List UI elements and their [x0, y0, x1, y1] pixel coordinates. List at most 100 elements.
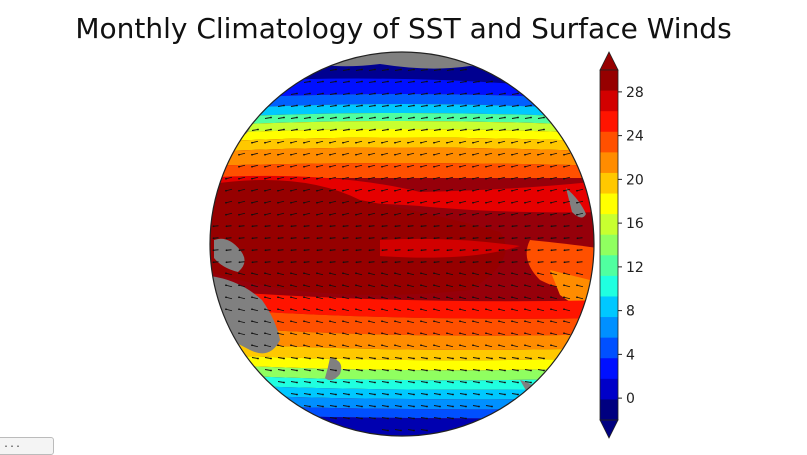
wind-vector: [537, 369, 545, 371]
wind-vector: [485, 320, 493, 324]
wind-vector-head: [446, 189, 448, 192]
wind-vector: [225, 176, 233, 180]
wind-vector-head: [511, 189, 513, 192]
wind-vector-head: [420, 320, 422, 323]
wind-vector-head: [446, 332, 448, 335]
wind-vector: [277, 140, 285, 144]
wind-vector-head: [368, 153, 370, 156]
wind-vector-head: [316, 296, 318, 299]
wind-vector: [433, 284, 441, 288]
wind-vector: [303, 296, 311, 300]
wind-vector: [472, 344, 480, 348]
wind-vector: [563, 188, 571, 192]
wind-vector: [251, 308, 259, 312]
wind-vector: [381, 320, 389, 324]
wind-vector: [420, 405, 428, 407]
wind-vector: [290, 93, 298, 95]
wind-vector: [303, 369, 311, 371]
wind-vector: [303, 200, 311, 204]
wind-vector-head: [511, 249, 514, 252]
wind-vector: [537, 284, 545, 288]
wind-vector-head: [524, 272, 526, 275]
corner-button[interactable]: ...: [0, 437, 54, 455]
wind-vector: [381, 296, 389, 300]
wind-vector-head: [212, 237, 215, 240]
wind-vector-head: [452, 357, 454, 360]
colorbar-tick-label: 0: [626, 391, 635, 407]
wind-vector-head: [264, 261, 267, 264]
wind-vector-head: [322, 92, 324, 95]
wind-vector: [511, 308, 519, 312]
wind-vector-head: [303, 213, 305, 216]
wind-vector-head: [472, 141, 474, 144]
wind-vector: [251, 357, 259, 359]
wind-vector-head: [368, 332, 370, 335]
wind-vector: [498, 188, 506, 192]
wind-vector-head: [303, 249, 306, 252]
wind-vector-head: [329, 165, 331, 168]
wind-vector-head: [264, 225, 267, 228]
wind-vector-head: [277, 225, 280, 228]
wind-vector: [342, 129, 350, 131]
wind-vector-head: [491, 357, 493, 360]
wind-vector-head: [264, 165, 266, 168]
wind-vector-head: [511, 308, 513, 311]
wind-vector: [303, 393, 311, 395]
wind-vector-head: [485, 225, 488, 228]
wind-vector: [472, 93, 480, 95]
wind-vector-head: [342, 177, 344, 180]
wind-vector-head: [251, 213, 253, 216]
wind-vector-head: [426, 92, 428, 95]
wind-vector-head: [504, 381, 506, 384]
wind-vector-head: [329, 296, 331, 299]
wind-vector-head: [550, 225, 553, 228]
wind-vector-head: [498, 141, 500, 144]
wind-vector-head: [413, 393, 415, 396]
wind-vector-head: [309, 381, 311, 384]
wind-vector: [225, 308, 233, 312]
wind-vector-head: [387, 357, 389, 360]
wind-vector-head: [342, 332, 344, 335]
wind-vector-head: [290, 165, 292, 168]
wind-vector-head: [355, 332, 357, 335]
wind-vector-head: [225, 272, 227, 275]
wind-vector: [251, 140, 259, 144]
wind-vector-head: [537, 296, 539, 299]
wind-vector: [446, 320, 454, 324]
wind-vector: [472, 381, 480, 383]
wind-vector: [394, 284, 402, 288]
wind-vector-head: [485, 272, 487, 275]
wind-vector: [316, 369, 324, 371]
wind-vector-head: [316, 332, 318, 335]
wind-vector-head: [413, 128, 415, 131]
wind-vector-head: [498, 284, 500, 287]
wind-vector-head: [524, 344, 526, 347]
wind-vector: [381, 212, 389, 216]
wind-vector-head: [485, 296, 487, 299]
wind-vector-head: [238, 272, 240, 275]
wind-vector-head: [498, 237, 501, 240]
wind-vector: [316, 284, 324, 288]
wind-vector: [277, 357, 285, 359]
wind-vector-head: [511, 332, 513, 335]
wind-vector: [264, 188, 272, 192]
wind-vector: [342, 164, 350, 168]
wind-vector-head: [342, 189, 344, 192]
wind-vector: [238, 308, 246, 312]
wind-vector: [420, 393, 428, 395]
wind-vector: [446, 69, 454, 71]
wind-vector: [316, 152, 324, 156]
wind-vector: [316, 200, 324, 204]
wind-vector-head: [452, 405, 454, 408]
wind-vector-head: [355, 213, 357, 216]
wind-vector-head: [277, 165, 279, 168]
wind-vector-head: [348, 68, 350, 71]
wind-vector-head: [491, 116, 493, 119]
wind-vector-head: [309, 104, 311, 107]
wind-vector-head: [387, 405, 389, 408]
wind-vector-head: [316, 201, 318, 204]
wind-vector: [433, 69, 441, 71]
wind-vector-head: [452, 369, 454, 372]
wind-vector: [446, 140, 454, 144]
wind-vector: [394, 117, 402, 119]
